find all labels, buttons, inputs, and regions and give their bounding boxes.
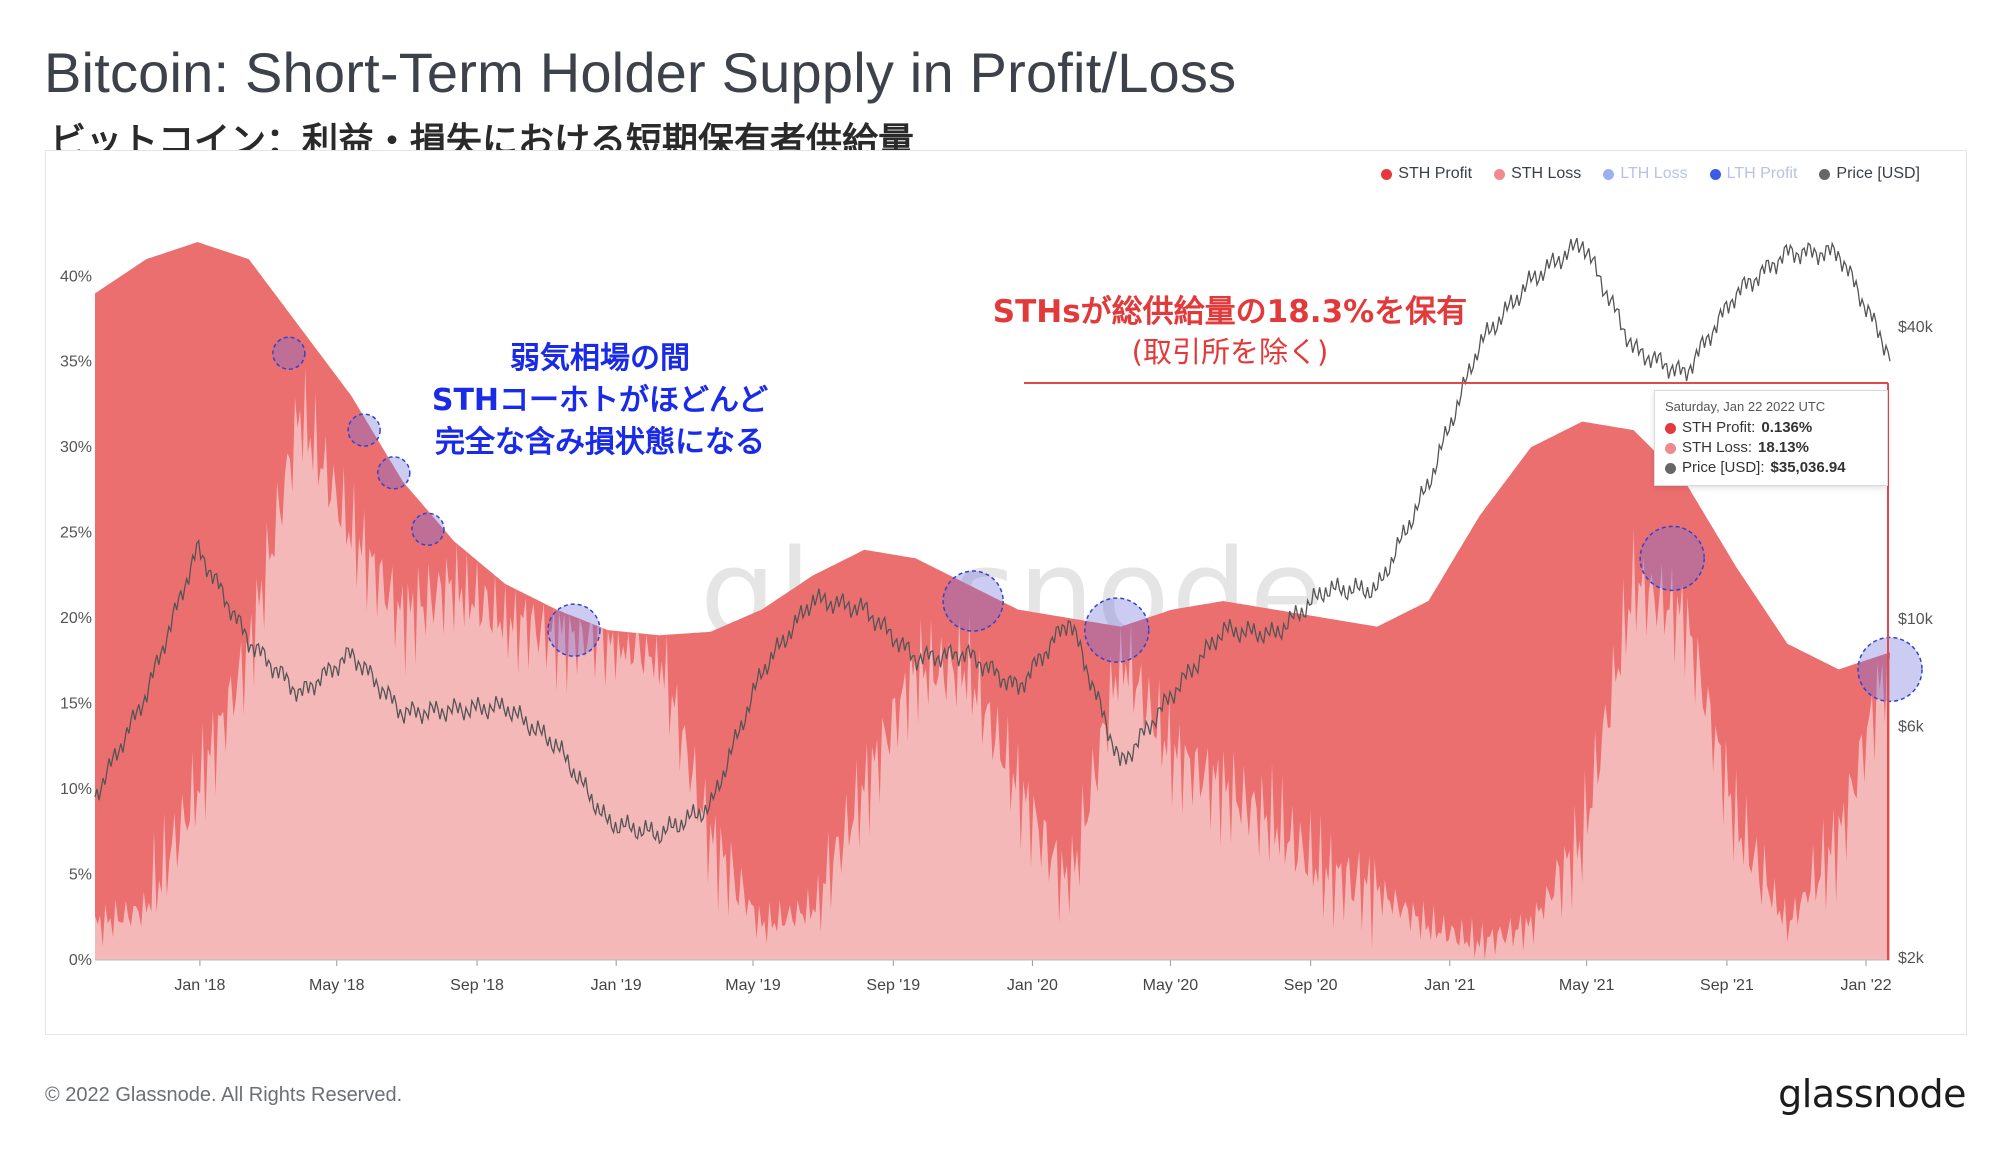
y-left-tick-label: 5% [69,867,92,884]
x-tick-label: Jan '21 [1424,977,1475,994]
y-left-tick-label: 35% [60,354,92,371]
y-right-tick-label: $10k [1898,611,1934,628]
tooltip-row: STH Loss: 18.13% [1665,438,1877,458]
sth-loss-area [95,367,1890,960]
x-tick-label: Jan '20 [1007,977,1058,994]
legend-item-price[interactable]: Price [USD] [1819,165,1920,183]
legend-dot-icon [1709,168,1721,180]
tooltip-value: $35,036.94 [1770,459,1846,476]
tooltip-dot-icon [1665,422,1676,434]
y-left-tick-label: 10% [60,781,92,798]
legend-label: Price [USD] [1836,165,1920,182]
highlight-circle [1639,525,1705,592]
y-left-tick-label: 40% [60,268,92,285]
legend-dot-icon [1819,168,1831,180]
annotation-line: 弱気相場の間 [510,341,690,376]
price-line [94,237,1891,845]
footer-logo: glassnode [1778,1072,1966,1116]
x-tick-label: May '21 [1559,977,1615,994]
x-tick-label: May '19 [725,977,781,994]
chart-tooltip: Saturday, Jan 22 2022 UTC STH Profit: 0.1… [1654,390,1888,486]
tooltip-dot-icon [1665,442,1676,454]
y-left-tick-label: 30% [60,439,92,456]
annotation-line: (取引所を除く) [1131,335,1329,369]
legend-label: LTH Loss [1620,165,1688,182]
x-tick-label: Jan '18 [174,977,225,994]
page-title: Bitcoin: Short-Term Holder Supply in Pro… [44,41,1237,104]
legend-label: LTH Profit [1726,165,1798,182]
y-right-tick-label: $40k [1898,319,1934,336]
tooltip-dot-icon [1665,462,1676,474]
y-left-tick-label: 25% [60,525,92,542]
tooltip-label: STH Loss: [1682,439,1753,456]
y-left-tick-label: 20% [60,610,92,627]
annotation-line: STHコーホトがほどんど [431,383,769,418]
highlight-circle [272,336,306,370]
highlight-circle [1084,597,1150,663]
highlight-circle [942,570,1004,632]
annotation-bear-market: 弱気相場の間 STHコーホトがほどんど 完全な含み損状態になる [370,338,830,464]
legend-item-sth-loss[interactable]: STH Loss [1494,165,1581,183]
legend-item-lth-profit[interactable]: LTH Profit [1709,165,1798,183]
tooltip-row: Price [USD]: $35,036.94 [1665,458,1877,478]
x-tick-label: Sep '21 [1700,977,1754,994]
y-right-tick-label: $6k [1898,719,1925,736]
tooltip-label: Price [USD]: [1682,459,1765,476]
legend-label: STH Profit [1398,165,1473,182]
highlight-circle [377,456,411,490]
chart-legend: STH Profit STH Loss LTH Loss LTH Profit … [1381,165,1920,183]
x-tick-label: Jan '19 [591,977,642,994]
x-tick-label: Jan '22 [1841,977,1892,994]
x-tick-label: Sep '20 [1284,977,1338,994]
y-left-tick-label: 15% [60,696,92,713]
tooltip-label: STH Profit: [1682,419,1756,436]
legend-label: STH Loss [1511,165,1582,182]
highlight-circle [1857,636,1923,703]
tooltip-value: 18.13% [1758,439,1809,456]
annotation-line: STHsが総供給量の18.3%を保有 [992,294,1468,330]
y-right-tick-label: $2k [1898,950,1925,967]
highlight-circle [411,512,445,547]
legend-dot-icon [1494,168,1506,180]
highlight-circle [347,413,381,447]
footer-copyright: © 2022 Glassnode. All Rights Reserved. [45,1084,403,1106]
x-tick-label: May '18 [309,977,365,994]
tooltip-row: STH Profit: 0.136% [1665,418,1877,438]
annotation-line: 完全な含み損状態になる [435,425,765,460]
tooltip-value: 0.136% [1761,419,1813,436]
x-tick-label: Sep '19 [866,977,920,994]
legend-item-lth-loss[interactable]: LTH Loss [1603,165,1688,183]
x-tick-label: May '20 [1143,977,1199,994]
y-left-tick-label: 0% [69,952,92,969]
legend-dot-icon [1381,168,1393,180]
tooltip-date: Saturday, Jan 22 2022 UTC [1665,399,1826,414]
legend-item-sth-profit[interactable]: STH Profit [1381,165,1472,183]
annotation-sth-supply: STHsが総供給量の18.3%を保有 (取引所を除く) [950,292,1510,372]
highlight-circle [547,603,601,657]
x-tick-label: Sep '18 [450,977,504,994]
legend-dot-icon [1603,168,1615,180]
